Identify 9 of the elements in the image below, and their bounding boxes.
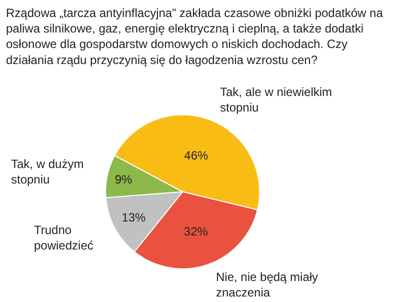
data-label: 9% xyxy=(114,172,133,186)
slice-label: Nie, nie będą miały znaczenia xyxy=(216,270,318,300)
data-label: 46% xyxy=(184,148,209,163)
slice-label: Tak, ale w niewielkim stopniu xyxy=(220,85,332,115)
data-label: 32% xyxy=(184,224,208,238)
slice-label: Trudno powiedzieć xyxy=(34,223,94,253)
slice-label: Tak, w dużym stopniu xyxy=(11,157,84,187)
chart-title: Rządowa „tarcza antyinflacyjna” zakłada czasowe obniżki podatków na paliwa silnikowe, gaz, energię elektryczną i cieplną, a także dodatki osłonowe dla gospodarstw domowych o niskich dochodach. Czy działania rządu przyczynią się do łagodzenia wzrostu cen? xyxy=(6,6,384,67)
data-label: 13% xyxy=(122,210,146,224)
